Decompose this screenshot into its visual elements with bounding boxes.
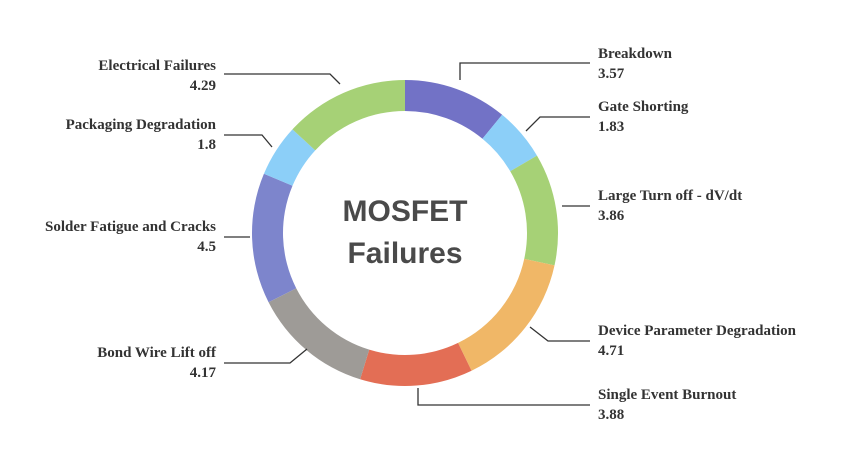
chart-title-line-1: MOSFET xyxy=(343,195,468,228)
slice-label-packaging-degradation: Packaging Degradation xyxy=(66,117,217,133)
leader-lines xyxy=(224,62,590,406)
slice-label-gate-shorting: Gate Shorting xyxy=(598,99,689,115)
slice-value-device-parameter-degradation: 4.71 xyxy=(598,343,624,359)
slice-value-breakdown: 3.57 xyxy=(598,66,625,82)
slice-label-large-turn-off-dv-dt: Large Turn off - dV/dt xyxy=(598,188,742,204)
slice-gate-shorting xyxy=(482,114,537,172)
leader-line-bond-wire-lift-off xyxy=(224,348,308,364)
leader-line-device-parameter-degradation xyxy=(529,326,590,342)
slice-label-breakdown: Breakdown xyxy=(598,46,673,62)
leader-line-single-event-burnout xyxy=(417,388,590,406)
leader-line-breakdown xyxy=(459,62,590,80)
slice-breakdown xyxy=(405,80,503,139)
slice-single-event-burnout xyxy=(360,342,472,386)
slice-label-solder-fatigue-and-cracks: Solder Fatigue and Cracks xyxy=(45,219,216,235)
leader-line-gate-shorting xyxy=(525,116,590,132)
slice-value-bond-wire-lift-off: 4.17 xyxy=(190,365,217,381)
slice-device-parameter-degradation xyxy=(458,258,555,371)
slice-label-electrical-failures: Electrical Failures xyxy=(98,58,216,74)
slice-value-large-turn-off-dv-dt: 3.86 xyxy=(598,208,625,224)
slice-value-solder-fatigue-and-cracks: 4.5 xyxy=(197,239,216,255)
slice-value-gate-shorting: 1.83 xyxy=(598,119,624,135)
slice-solder-fatigue-and-cracks xyxy=(252,173,297,303)
slice-bond-wire-lift-off xyxy=(268,288,370,380)
slice-value-electrical-failures: 4.29 xyxy=(190,78,216,94)
leader-line-electrical-failures xyxy=(224,73,341,85)
slice-packaging-degradation xyxy=(263,129,316,186)
chart-title-line-2: Failures xyxy=(347,237,462,270)
slice-value-single-event-burnout: 3.88 xyxy=(598,407,624,423)
slice-large-turn-off-dv-dt xyxy=(510,155,559,266)
leader-line-packaging-degradation xyxy=(224,134,273,148)
slice-labels: Breakdown 3.57 Gate Shorting 1.83 Large Turn… xyxy=(45,46,797,423)
slice-label-device-parameter-degradation: Device Parameter Degradation xyxy=(598,323,797,339)
slice-value-packaging-degradation: 1.8 xyxy=(197,137,216,153)
slice-electrical-failures xyxy=(292,80,405,151)
slice-label-bond-wire-lift-off: Bond Wire Lift off xyxy=(97,345,217,361)
donut-slices xyxy=(252,80,559,386)
slice-label-single-event-burnout: Single Event Burnout xyxy=(598,387,736,403)
